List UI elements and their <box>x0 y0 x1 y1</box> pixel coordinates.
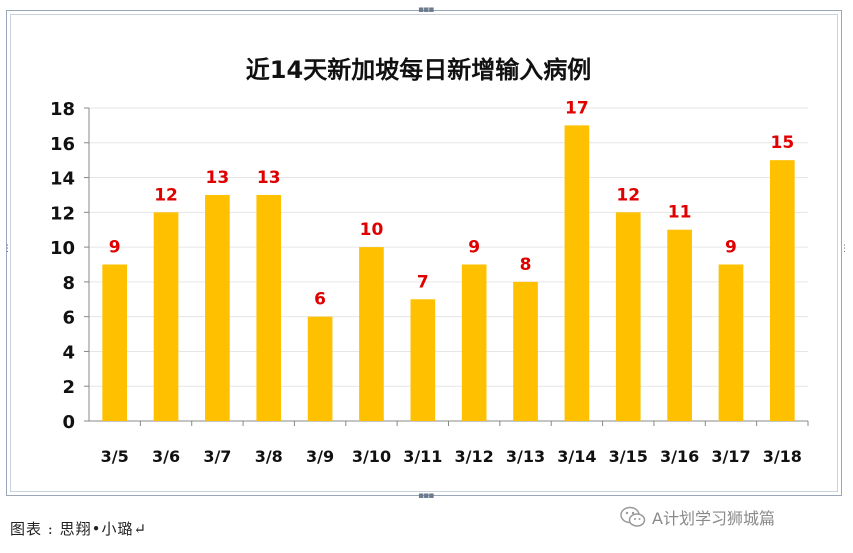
x-tick-label: 3/9 <box>306 447 334 466</box>
bar <box>615 212 641 421</box>
data-label: 8 <box>520 255 532 275</box>
x-tick-label: 3/5 <box>101 447 129 466</box>
resize-handle-right-icon[interactable]: ⋮ <box>840 244 849 254</box>
x-tick-label: 3/15 <box>609 447 648 466</box>
data-label: 12 <box>616 185 640 205</box>
bar <box>461 264 487 421</box>
bar <box>102 264 128 421</box>
x-tick-label: 3/17 <box>711 447 750 466</box>
resize-handle-top-icon[interactable]: ▪▪▪ <box>418 5 434 15</box>
y-tick-label: 8 <box>62 273 75 294</box>
bar <box>153 212 179 421</box>
bar <box>667 229 692 421</box>
x-tick-label: 3/13 <box>506 447 545 466</box>
y-tick-label: 12 <box>50 203 75 224</box>
data-label: 9 <box>109 238 121 258</box>
y-tick-label: 16 <box>50 134 75 155</box>
y-tick-label: 10 <box>50 238 75 259</box>
data-label: 15 <box>770 133 794 153</box>
bar <box>307 316 333 421</box>
bar <box>513 281 538 421</box>
data-label: 13 <box>257 168 281 188</box>
x-tick-label: 3/16 <box>660 447 699 466</box>
resize-handle-left-icon[interactable]: ⋮ <box>3 244 12 254</box>
x-tick-label: 3/12 <box>455 447 494 466</box>
y-tick-label: 18 <box>50 99 75 120</box>
bar <box>256 194 282 421</box>
watermark: A计划学习狮城篇 <box>620 505 775 529</box>
x-tick-label: 3/8 <box>255 447 283 466</box>
data-label: 11 <box>668 203 692 223</box>
data-label: 12 <box>154 185 178 205</box>
chart-caption: 图表 : 思翔•小璐↵ <box>10 520 148 538</box>
resize-handle-bottom-icon[interactable]: ▪▪▪ <box>418 491 434 501</box>
bar <box>205 194 230 421</box>
chart-title: 近14天新加坡每日新增输入病例 <box>246 56 591 84</box>
y-tick-label: 0 <box>62 412 75 433</box>
data-label: 17 <box>565 98 589 118</box>
y-tick-label: 4 <box>62 342 75 363</box>
watermark-text: A计划学习狮城篇 <box>652 509 775 528</box>
data-label: 6 <box>314 290 326 310</box>
data-label: 7 <box>417 272 429 292</box>
x-tick-label: 3/18 <box>763 447 802 466</box>
bar-chart: 近14天新加坡每日新增输入病例 0 2 4 6 8 10 12 14 16 18 9 3/5 12 3/6 1… <box>50 56 809 466</box>
data-label: 9 <box>725 238 737 258</box>
x-tick-label: 3/6 <box>152 447 180 466</box>
data-label: 9 <box>468 238 480 258</box>
x-tick-label: 3/11 <box>403 447 442 466</box>
wechat-icon <box>620 506 646 527</box>
x-tick-label: 3/14 <box>557 447 596 466</box>
y-tick-label: 14 <box>50 169 75 190</box>
y-tick-label: 6 <box>62 308 75 329</box>
data-label: 10 <box>360 220 384 240</box>
bar <box>359 247 384 421</box>
chart-frame-inner <box>10 14 838 492</box>
x-tick-label: 3/7 <box>203 447 231 466</box>
bar <box>718 264 744 421</box>
x-tick-label: 3/10 <box>352 447 391 466</box>
y-tick-label: 2 <box>62 377 75 398</box>
bar <box>769 160 795 421</box>
data-label: 13 <box>206 168 230 188</box>
bar <box>564 125 590 421</box>
bar <box>410 299 436 421</box>
